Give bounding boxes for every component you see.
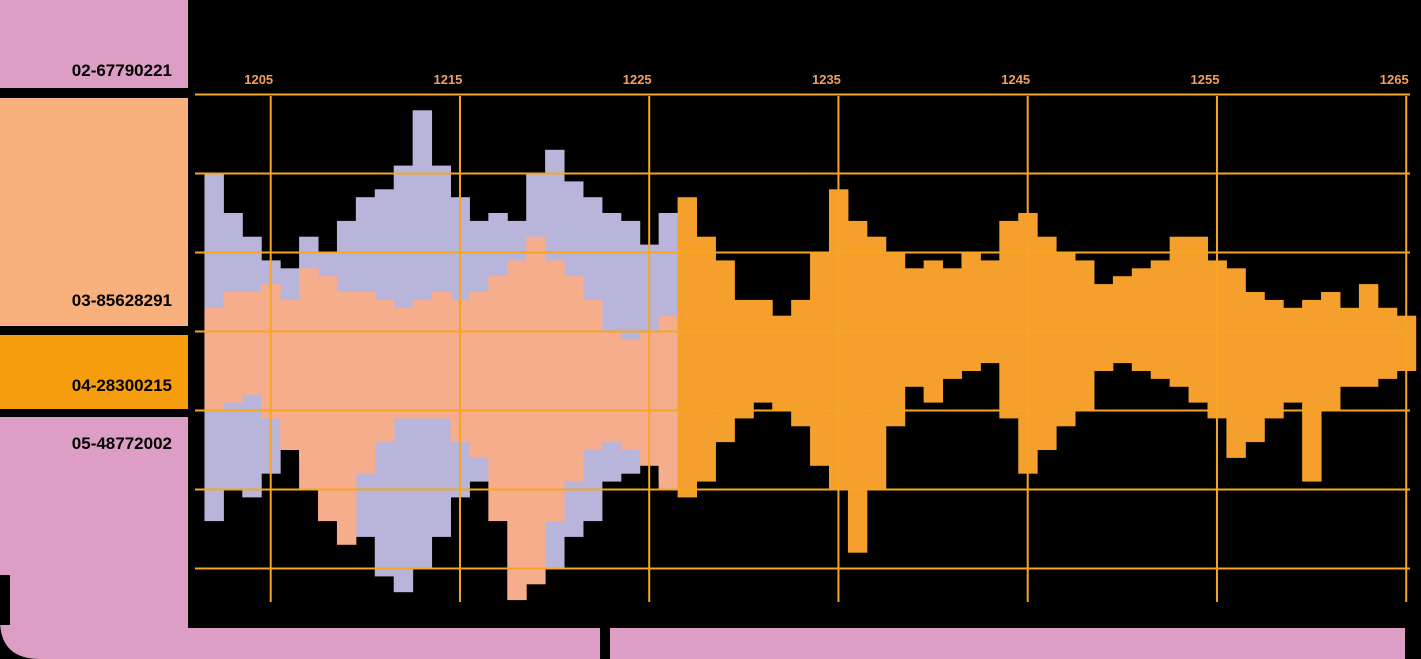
wave-bar	[696, 236, 716, 482]
wave-bar	[318, 276, 338, 522]
wave-bar	[223, 292, 243, 403]
wave-bar	[204, 307, 224, 411]
wave-bar	[1188, 236, 1208, 403]
x-tick-label: 1255	[1191, 72, 1220, 87]
wave-bar	[280, 299, 300, 450]
wave-bar	[1169, 236, 1190, 387]
wave-bar	[847, 220, 868, 553]
wave-bar	[904, 268, 925, 387]
x-tick-label: 1265	[1380, 72, 1409, 87]
wave-bar	[1377, 307, 1398, 379]
wave-bar	[564, 276, 584, 482]
wave-bar	[1245, 292, 1265, 443]
wave-bar	[1131, 268, 1152, 371]
wave-bar	[885, 252, 906, 427]
x-tick-label: 1245	[1001, 72, 1030, 87]
wave-bar	[242, 292, 262, 395]
label: 02-67790221	[72, 61, 172, 80]
wave-bar	[469, 292, 489, 458]
wave-bar	[1358, 284, 1379, 387]
wave-bar	[866, 236, 887, 490]
frame-bottom	[610, 628, 1405, 659]
label: 04-28300215	[72, 376, 172, 395]
wave-bar	[980, 260, 1000, 364]
wave-bar	[1150, 260, 1171, 379]
wave-bar	[1264, 299, 1284, 419]
wave-bar	[1093, 284, 1114, 371]
wave-bar	[734, 299, 754, 419]
gap	[0, 88, 188, 98]
wave-bar	[299, 268, 319, 490]
wave-bar	[772, 315, 792, 411]
wave-bar	[336, 292, 357, 545]
wave-bar	[545, 260, 565, 522]
wave-bar	[412, 299, 433, 419]
wave-bar	[715, 260, 735, 443]
wave-bar	[810, 252, 830, 466]
wave-bar	[582, 299, 603, 450]
wave-bar	[753, 299, 773, 403]
x-tick-label: 1215	[433, 72, 462, 87]
wave-bar	[601, 331, 622, 443]
wave-bar	[677, 197, 698, 498]
wave-bar	[942, 268, 962, 379]
wave-bar	[1339, 307, 1360, 387]
wave-bar	[999, 220, 1019, 419]
gap	[0, 409, 188, 417]
x-tick-label: 1205	[244, 72, 273, 87]
wave-bar	[1075, 260, 1095, 411]
wave-bar	[1321, 292, 1341, 411]
x-tick-label: 1235	[812, 72, 841, 87]
wave-bar	[1302, 299, 1322, 482]
label: 05-48772002	[72, 434, 172, 453]
wave-bar	[393, 307, 414, 419]
wave-bar	[431, 292, 451, 419]
wave-bar	[1283, 307, 1303, 403]
x-tick-label: 1225	[623, 72, 652, 87]
wave-bar	[1037, 236, 1057, 450]
wave-bar	[658, 315, 679, 490]
wave-bar	[374, 299, 395, 443]
wave-bar	[507, 260, 527, 601]
wave-bar	[1226, 268, 1246, 458]
wave-bar	[961, 252, 981, 371]
wave-bar	[1056, 252, 1076, 427]
wave-bar	[791, 299, 811, 427]
block-orange	[0, 335, 188, 409]
gap	[0, 575, 10, 625]
wave-bar	[620, 339, 641, 450]
wave-bar	[355, 292, 376, 474]
wave-bar	[1112, 276, 1133, 364]
label: 03-85628291	[72, 291, 172, 310]
wave-bar	[488, 276, 508, 522]
gap	[0, 326, 188, 335]
block-peach	[0, 98, 188, 326]
